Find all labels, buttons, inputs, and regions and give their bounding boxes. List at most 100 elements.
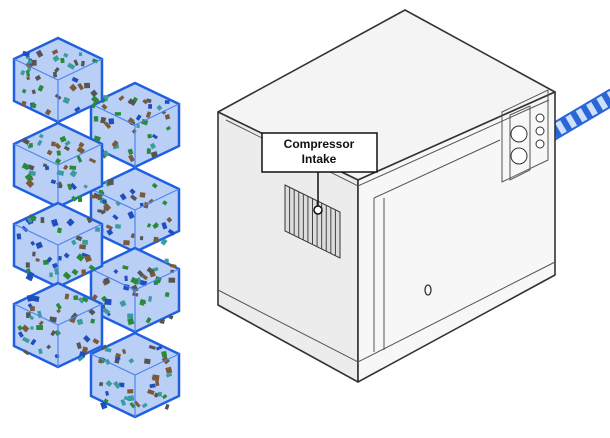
particle <box>164 258 169 264</box>
particle <box>21 137 30 146</box>
particle <box>77 297 85 304</box>
hose <box>543 88 610 143</box>
particle <box>38 348 43 355</box>
particle <box>93 116 99 122</box>
particle <box>69 83 78 92</box>
particle <box>114 224 122 229</box>
particle <box>23 349 30 356</box>
particle <box>146 223 152 228</box>
particle <box>25 262 30 268</box>
particle <box>63 52 69 58</box>
particle <box>108 118 115 125</box>
particle <box>141 402 148 409</box>
particle <box>104 347 112 353</box>
particle <box>16 233 22 240</box>
particle <box>124 275 128 282</box>
particle <box>164 113 171 120</box>
particle <box>105 224 113 230</box>
particle <box>21 336 30 344</box>
callout: Compressor Intake <box>261 132 378 215</box>
particle <box>69 169 78 178</box>
particle <box>100 209 106 215</box>
particle <box>128 154 135 163</box>
particle <box>103 121 112 129</box>
particle <box>66 183 73 191</box>
particle <box>46 344 52 350</box>
particle <box>50 330 57 337</box>
particle <box>46 149 53 156</box>
particle <box>127 389 134 394</box>
particle <box>100 401 108 410</box>
particle <box>167 228 176 236</box>
particle <box>114 356 121 361</box>
particle <box>119 299 127 308</box>
particle <box>30 338 37 346</box>
particle <box>164 291 170 298</box>
particle <box>38 133 44 139</box>
particle <box>102 150 110 158</box>
particle <box>141 118 149 126</box>
particle <box>135 114 142 121</box>
particle <box>77 195 83 203</box>
particle <box>88 157 97 164</box>
particle <box>82 239 89 246</box>
particle <box>36 325 44 330</box>
particle <box>81 346 89 354</box>
particle <box>69 165 77 170</box>
callout-box <box>261 132 378 173</box>
particle <box>62 271 72 280</box>
particle <box>81 269 87 276</box>
particle <box>81 296 89 303</box>
particle <box>26 294 34 302</box>
particle <box>52 71 58 78</box>
particle <box>123 240 130 246</box>
particle <box>123 395 130 401</box>
particle <box>130 194 138 202</box>
particle <box>28 315 35 321</box>
particle <box>91 102 97 109</box>
cube <box>12 121 104 209</box>
particle <box>21 88 27 94</box>
particle <box>168 277 176 283</box>
particle <box>30 326 34 330</box>
particle <box>129 188 136 195</box>
cube <box>12 281 104 369</box>
particle <box>114 112 121 116</box>
particle <box>26 76 31 81</box>
particle <box>25 179 35 188</box>
particle <box>78 351 87 358</box>
particle <box>106 228 114 236</box>
particle <box>127 98 137 107</box>
particle <box>127 117 135 125</box>
particle <box>37 84 44 92</box>
particle <box>156 104 163 111</box>
particle <box>69 316 77 324</box>
particle <box>120 398 127 406</box>
particle <box>83 335 91 343</box>
particle <box>20 69 26 76</box>
particle <box>164 100 170 104</box>
particle <box>139 236 144 241</box>
particle <box>30 240 36 246</box>
particle <box>76 146 86 155</box>
particle <box>145 111 152 119</box>
particle <box>83 184 88 189</box>
particle <box>34 74 42 81</box>
particle <box>115 200 121 207</box>
particle <box>103 203 112 212</box>
particle <box>79 244 87 250</box>
particle <box>64 293 70 300</box>
particle <box>139 298 146 306</box>
particle <box>119 193 127 201</box>
particle <box>54 157 62 165</box>
particle <box>161 350 168 358</box>
particle <box>146 266 155 275</box>
particle <box>169 263 177 268</box>
particle <box>102 307 111 315</box>
particle <box>95 227 100 232</box>
callout-label: Compressor <box>284 137 355 151</box>
particle <box>24 173 33 182</box>
particle <box>92 338 100 345</box>
particle <box>155 345 163 351</box>
particle <box>104 298 112 306</box>
